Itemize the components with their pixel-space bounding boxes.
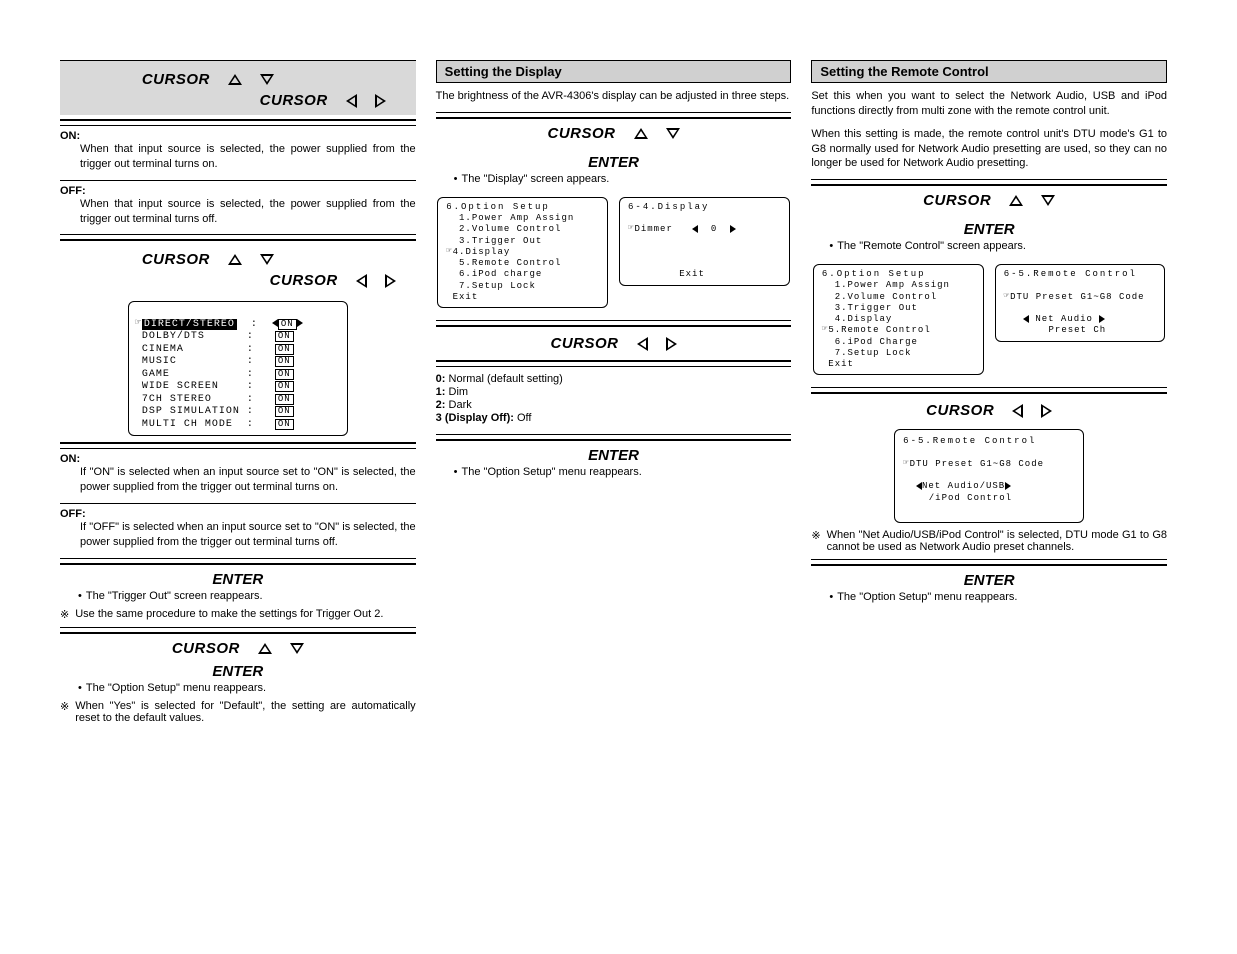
lcd-option-setup: 6.Option Setup 1.Power Amp Assign 2.Volu… <box>813 264 984 375</box>
cursor-label: CURSOR <box>260 92 328 109</box>
triangle-down-icon <box>1041 195 1055 206</box>
triangle-down-icon <box>290 643 304 654</box>
triangle-right-icon <box>375 94 386 108</box>
lcd-display: 6-4.Display ☞Dimmer 0 Exit <box>619 197 790 286</box>
on-label: ON: <box>60 130 416 142</box>
enter-heading: ENTER <box>811 572 1167 589</box>
bullet: The "Option Setup" menu reappears. <box>811 591 1167 603</box>
page: CURSOR CURSOR ON: When that input source… <box>60 60 1167 730</box>
triangle-up-icon <box>228 254 242 265</box>
triangle-left-icon <box>346 94 357 108</box>
triangle-up-icon <box>1009 195 1023 206</box>
intro-text: The brightness of the AVR-4306's display… <box>436 89 792 104</box>
section-heading: Setting the Display <box>436 60 792 83</box>
off-text: When that input source is selected, the … <box>60 197 416 227</box>
cursor-label: CURSOR <box>551 335 619 352</box>
cursor-label: CURSOR <box>142 71 210 88</box>
column-3: Setting the Remote Control Set this when… <box>811 60 1167 730</box>
cursor-label: CURSOR <box>923 192 991 209</box>
triangle-right-icon <box>385 274 396 288</box>
enter-heading: ENTER <box>60 571 416 588</box>
triangle-up-icon <box>228 74 242 85</box>
bullet: The "Remote Control" screen appears. <box>811 240 1167 252</box>
cursor-label: CURSOR <box>172 640 240 657</box>
bullet: The "Trigger Out" screen reappears. <box>60 590 416 602</box>
off2-label: OFF: <box>60 508 416 520</box>
cursor-block-1: CURSOR CURSOR <box>60 60 416 115</box>
on-text: When that input source is selected, the … <box>60 142 416 172</box>
enter-heading: ENTER <box>811 221 1167 238</box>
column-2: Setting the Display The brightness of th… <box>436 60 792 730</box>
triangle-right-icon <box>1041 404 1052 418</box>
cursor-label: CURSOR <box>926 402 994 419</box>
triangle-up-icon <box>258 643 272 654</box>
bullet: The "Display" screen appears. <box>436 173 792 185</box>
triangle-down-icon <box>260 254 274 265</box>
bullet: The "Option Setup" menu reappears. <box>60 682 416 694</box>
cursor-label: CURSOR <box>270 272 338 289</box>
on2-label: ON: <box>60 453 416 465</box>
enter-heading: ENTER <box>60 663 416 680</box>
lcd-option-setup: 6.Option Setup 1.Power Amp Assign 2.Volu… <box>437 197 608 308</box>
enter-heading: ENTER <box>436 447 792 464</box>
off2-text: If "OFF" is selected when an input sourc… <box>60 520 416 550</box>
lcd-pair: 6.Option Setup 1.Power Amp Assign 2.Volu… <box>811 258 1167 381</box>
triangle-down-icon <box>666 128 680 139</box>
triangle-left-icon <box>637 337 648 351</box>
cursor-label: CURSOR <box>548 125 616 142</box>
note: When "Net Audio/USB/iPod Control" is sel… <box>811 529 1167 553</box>
note: When "Yes" is selected for "Default", th… <box>60 700 416 724</box>
triangle-right-icon <box>666 337 677 351</box>
triangle-left-icon <box>1012 404 1023 418</box>
off-label: OFF: <box>60 185 416 197</box>
section-heading: Setting the Remote Control <box>811 60 1167 83</box>
cursor-label: CURSOR <box>142 251 210 268</box>
lcd-pair: 6.Option Setup 1.Power Amp Assign 2.Volu… <box>436 191 792 314</box>
intro-text-2: When this setting is made, the remote co… <box>811 127 1167 172</box>
intro-text: Set this when you want to select the Net… <box>811 89 1167 119</box>
column-1: CURSOR CURSOR ON: When that input source… <box>60 60 416 730</box>
triangle-left-icon <box>356 274 367 288</box>
on2-text: If "ON" is selected when an input source… <box>60 465 416 495</box>
triangle-up-icon <box>634 128 648 139</box>
lcd-modes: ☞DIRECT/STEREO : ON DOLBY/DTS : ON CINEM… <box>128 301 348 436</box>
note: Use the same procedure to make the setti… <box>60 608 416 621</box>
lcd-remote-control: 6-5.Remote Control ☞DTU Preset G1~G8 Cod… <box>995 264 1166 342</box>
cursor-block-2: CURSOR CURSOR <box>60 245 416 295</box>
lcd-remote-small: 6-5.Remote Control ☞DTU Preset G1~G8 Cod… <box>894 429 1084 523</box>
dimmer-settings-list: 0: Normal (default setting) 1: Dim 2: Da… <box>436 373 792 424</box>
triangle-down-icon <box>260 74 274 85</box>
bullet: The "Option Setup" menu reappears. <box>436 466 792 478</box>
enter-heading: ENTER <box>436 154 792 171</box>
